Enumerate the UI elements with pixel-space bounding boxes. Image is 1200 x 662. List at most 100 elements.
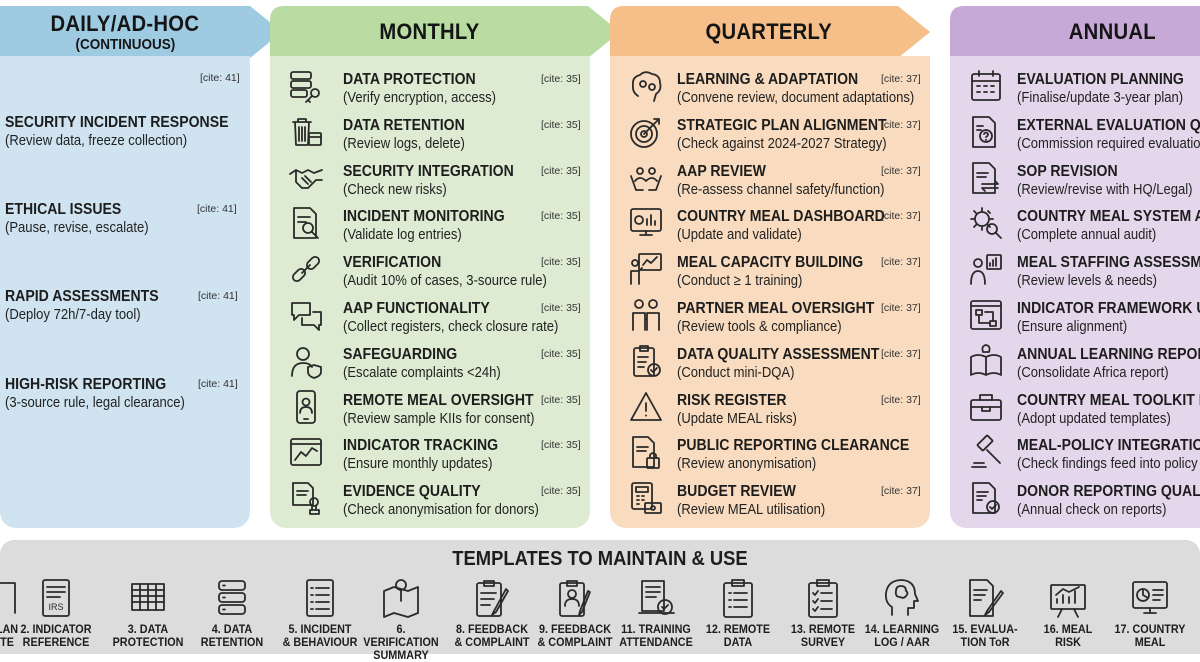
item-desc: (3-source rule, legal clearance) <box>5 395 185 411</box>
item-desc: (Update MEAL risks) <box>677 411 797 427</box>
item-title: DONOR REPORTING QUALIT <box>1017 483 1200 501</box>
hands-people-icon <box>628 160 664 196</box>
daily-item: SECURITY INCIDENT RESPONSE (Review data,… <box>0 114 250 158</box>
document-lock-icon <box>628 434 664 470</box>
monthly-header: MONTHLY <box>270 6 588 58</box>
document-question-icon <box>968 114 1004 150</box>
item-title: EXTERNAL EVALUATION QU <box>1017 117 1200 135</box>
register-check-icon <box>636 577 676 619</box>
template-item: 3. DATA PROTECTION <box>103 577 193 649</box>
item-title: REMOTE MEAL OVERSIGHT <box>343 392 534 410</box>
phone-person-icon <box>288 389 324 425</box>
template-label: 11. TRAINING ATTENDANCE <box>616 623 697 649</box>
template-label: 4. DATA RETENTION <box>192 623 273 649</box>
daily-header: DAILY/AD-HOC (CONTINUOUS) <box>0 6 250 58</box>
item-desc: (Review/revise with HQ/Legal) <box>1017 182 1193 198</box>
template-item: 15. EVALUA- TION ToR <box>940 577 1030 649</box>
template-item: 8. FEEDBACK & COMPLAINT <box>447 577 537 649</box>
item-desc: (Finalise/update 3-year plan) <box>1017 90 1183 106</box>
item-desc: (Audit 10% of cases, 3-source rule) <box>343 273 547 289</box>
monthly-item: EVIDENCE QUALITY(Check anonymisation for… <box>270 483 590 527</box>
monthly-item: VERIFICATION(Audit 10% of cases, 3-sourc… <box>270 254 590 298</box>
quarterly-item: COUNTRY MEAL DASHBOARD(Update and valida… <box>610 208 930 252</box>
document-arrows-icon <box>968 160 1004 196</box>
item-title: COUNTRY MEAL SYSTEM AU <box>1017 208 1200 226</box>
template-item: 9. FEEDBACK & COMPLAINT <box>530 577 620 649</box>
item-desc: (Review levels & needs) <box>1017 273 1157 289</box>
template-item: 11. TRAINING ATTENDANCE <box>611 577 701 649</box>
monthly-item: INCIDENT MONITORING(Validate log entries… <box>270 208 590 252</box>
item-desc: (Check findings feed into policy <box>1017 456 1198 472</box>
item-cite: [cite: 37] <box>881 302 921 314</box>
quarterly-item: RISK REGISTER(Update MEAL risks)[cite: 3… <box>610 392 930 436</box>
template-label: 13. REMOTE SURVEY <box>783 623 864 649</box>
quarterly-header: QUARTERLY <box>610 6 928 58</box>
presenter-board-icon <box>628 251 664 287</box>
quarterly-item: MEAL CAPACITY BUILDING(Conduct ≥ 1 train… <box>610 254 930 298</box>
template-item: 4. DATA RETENTION <box>187 577 277 649</box>
item-desc: (Commission required evaluation <box>1017 136 1200 152</box>
document-pencil-icon <box>965 577 1005 619</box>
item-desc: (Conduct mini-DQA) <box>677 365 794 381</box>
template-item: 17. COUNTRY MEAL <box>1105 577 1195 649</box>
clipboard-list-icon <box>718 577 758 619</box>
item-cite: [cite: 37] <box>881 348 921 360</box>
template-item: 1 <box>1185 577 1200 636</box>
gavel-icon <box>968 434 1004 470</box>
annual-item: COUNTRY MEAL TOOLKIT RE(Adopt updated te… <box>950 392 1200 436</box>
item-desc: (Verify encryption, access) <box>343 90 496 106</box>
item-cite: [cite: 35] <box>541 394 581 406</box>
monthly-item: AAP FUNCTIONALITY(Collect registers, che… <box>270 300 590 344</box>
quarterly-item: STRATEGIC PLAN ALIGNMENT(Check against 2… <box>610 117 930 161</box>
item-title: ETHICAL ISSUES <box>5 201 121 219</box>
item-title: HIGH-RISK REPORTING <box>5 376 166 394</box>
item-title: DATA RETENTION <box>343 117 465 135</box>
item-title: SOP REVISION <box>1017 163 1118 181</box>
item-desc: (Annual check on reports) <box>1017 502 1166 518</box>
clipboard-pen-icon <box>472 577 512 619</box>
book-bulb-icon <box>968 343 1004 379</box>
item-title: COUNTRY MEAL DASHBOARD <box>677 208 885 226</box>
template-label: 1 <box>1190 623 1200 636</box>
item-cite: [cite: 35] <box>541 256 581 268</box>
template-label: 8. FEEDBACK & COMPLAINT <box>452 623 533 649</box>
item-title: COUNTRY MEAL TOOLKIT RE <box>1017 392 1200 410</box>
template-item: 13. REMOTE SURVEY <box>778 577 868 649</box>
annual-item: ANNUAL LEARNING REPORT(Consolidate Afric… <box>950 346 1200 390</box>
template-label: 14. LEARNING LOG / AAR <box>862 623 943 649</box>
line-chart-window-icon <box>288 434 324 470</box>
item-title: RISK REGISTER <box>677 392 787 410</box>
item-cite: [cite: 37] <box>881 73 921 85</box>
two-people-icon <box>628 297 664 333</box>
chart-board-icon <box>1048 577 1088 619</box>
item-title: VERIFICATION <box>343 254 441 272</box>
item-title: MEAL-POLICY INTEGRATION <box>1017 437 1200 455</box>
item-cite: [cite: 35] <box>541 302 581 314</box>
quarterly-item: PARTNER MEAL OVERSIGHT(Review tools & co… <box>610 300 930 344</box>
gear-magnifier-icon <box>968 205 1004 241</box>
template-label: 2. INDICATOR REFERENCE <box>16 623 97 649</box>
item-desc: (Deploy 72h/7-day tool) <box>5 307 141 323</box>
person-chart-icon <box>968 251 1004 287</box>
item-cite: [cite: 35] <box>541 439 581 451</box>
item-desc: (Review MEAL utilisation) <box>677 502 825 518</box>
quarterly-item: LEARNING & ADAPTATION(Convene review, do… <box>610 71 930 115</box>
template-item: 12. REMOTE DATA <box>693 577 783 649</box>
item-title: AAP REVIEW <box>677 163 766 181</box>
template-label: 15. EVALUA- TION ToR <box>945 623 1026 649</box>
annual-item: SOP REVISION(Review/revise with HQ/Legal… <box>950 163 1200 207</box>
item-cite: [cite: 37] <box>881 119 921 131</box>
daily-item: HIGH-RISK REPORTING (3-source rule, lega… <box>0 376 250 420</box>
monthly-item: SAFEGUARDING(Escalate complaints <24h)[c… <box>270 346 590 390</box>
item-title: SECURITY INCIDENT RESPONSE <box>5 114 228 132</box>
item-desc: (Review anonymisation) <box>677 456 816 472</box>
item-desc: (Pause, revise, escalate) <box>5 220 149 236</box>
item-desc: (Check anonymisation for donors) <box>343 502 539 518</box>
person-shield-icon <box>288 343 324 379</box>
clipboard-check-icon <box>628 343 664 379</box>
annual-item: EVALUATION PLANNING(Finalise/update 3-ye… <box>950 71 1200 115</box>
item-cite: [cite: 37] <box>881 165 921 177</box>
item-cite: [cite: 35] <box>541 210 581 222</box>
item-desc: (Conduct ≥ 1 training) <box>677 273 802 289</box>
annual-item: COUNTRY MEAL SYSTEM AU(Complete annual a… <box>950 208 1200 252</box>
